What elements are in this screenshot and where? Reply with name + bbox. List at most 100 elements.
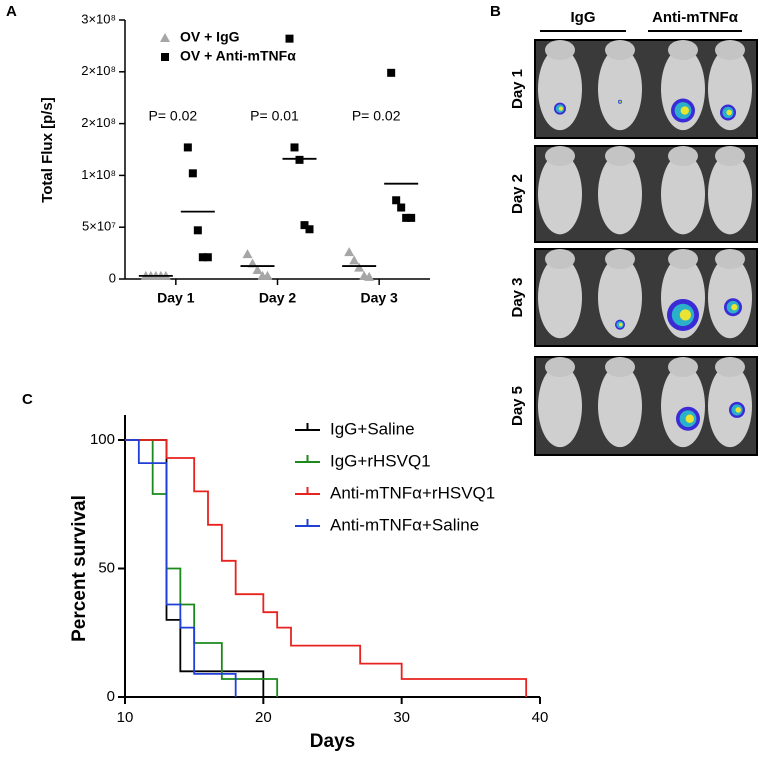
mouse-head <box>668 40 698 60</box>
mouse-image <box>534 39 758 139</box>
mouse-body <box>538 47 582 131</box>
legend-label: IgG+rHSVQ1 <box>330 451 431 470</box>
mouse-head <box>715 249 745 269</box>
legend-symbol <box>160 33 170 42</box>
y-tick-label: 1×10⁸ <box>81 167 116 182</box>
square-point <box>397 203 406 212</box>
mouse-head <box>545 249 575 269</box>
mouse-head <box>605 146 635 166</box>
mouse-body <box>538 364 582 448</box>
square-point <box>295 155 304 164</box>
square-point <box>407 213 416 222</box>
x-tick-label: Day 1 <box>157 290 195 306</box>
panel-label: A <box>6 3 17 20</box>
mouse-body <box>598 256 642 339</box>
mouse-body <box>708 47 752 131</box>
survival-curve <box>125 439 279 697</box>
y-tick-label: 2×10⁸ <box>81 63 116 78</box>
triangle-point <box>242 249 253 259</box>
survival-curve <box>125 439 237 697</box>
signal-inner <box>680 106 689 115</box>
square-point <box>402 213 411 222</box>
row-label: Day 3 <box>509 277 526 317</box>
triangle-point <box>364 271 375 281</box>
p-value: P= 0.01 <box>250 108 299 124</box>
x-axis-label: Days <box>310 731 355 752</box>
square-point <box>290 143 299 152</box>
y-tick-label: 2×10⁸ <box>81 115 116 130</box>
legend-label: Anti-mTNFα+Saline <box>330 515 479 534</box>
signal-inner <box>685 414 694 423</box>
legend-label: Anti-mTNFα+rHSVQ1 <box>330 483 495 502</box>
y-tick-label: 100 <box>90 431 115 448</box>
triangle-point <box>262 270 273 280</box>
triangle-point <box>344 247 355 257</box>
column-header: IgG <box>571 9 596 26</box>
panel-label: C <box>22 391 33 408</box>
mouse-head <box>715 357 745 377</box>
p-value: P= 0.02 <box>352 108 401 124</box>
signal-inner <box>735 407 741 413</box>
signal-inner <box>619 322 623 327</box>
mouse-body <box>598 364 642 448</box>
x-tick-label: 30 <box>393 709 410 726</box>
x-tick-label: 40 <box>532 709 549 726</box>
mouse-head <box>715 40 745 60</box>
legend-symbol <box>161 53 169 61</box>
survival-curve <box>125 439 528 697</box>
mouse-head <box>545 146 575 166</box>
mouse-body <box>598 47 642 131</box>
triangle-point <box>349 255 360 265</box>
y-axis-label: Total Flux [p/s] <box>39 97 56 203</box>
mouse-head <box>545 40 575 60</box>
row-label: Day 2 <box>509 174 526 214</box>
y-tick-label: 0 <box>107 688 115 705</box>
mouse-body <box>538 256 582 339</box>
mouse-image <box>534 356 758 456</box>
column-header: Anti-mTNFα <box>652 9 739 26</box>
square-point <box>285 34 294 43</box>
y-tick-label: 50 <box>98 559 115 576</box>
legend-label: IgG+Saline <box>330 419 415 438</box>
square-point <box>305 225 314 234</box>
mouse-image <box>534 145 758 275</box>
square-point <box>183 143 192 152</box>
mouse-body <box>708 256 752 339</box>
signal-inner <box>619 101 621 103</box>
y-tick-label: 0 <box>109 270 116 285</box>
square-point <box>387 68 396 77</box>
triangle-point <box>354 262 365 272</box>
square-point <box>193 226 202 235</box>
signal-inner <box>679 309 692 321</box>
mouse-head <box>668 146 698 166</box>
x-tick-label: 10 <box>117 709 134 726</box>
mouse-body <box>661 153 705 235</box>
mouse-body <box>598 153 642 235</box>
triangle-point <box>252 264 263 274</box>
square-point <box>198 253 207 262</box>
mouse-body <box>661 364 705 448</box>
p-value: P= 0.02 <box>149 108 198 124</box>
square-point <box>203 253 212 262</box>
mouse-head <box>715 146 745 166</box>
mouse-body <box>708 153 752 235</box>
mouse-head <box>668 249 698 269</box>
square-point <box>392 196 401 205</box>
legend-label: OV + Anti-mTNFα <box>180 48 296 64</box>
legend-label: OV + IgG <box>180 29 240 45</box>
square-point <box>188 169 197 178</box>
signal-inner <box>726 109 732 116</box>
mouse-head <box>668 357 698 377</box>
signal-inner <box>731 304 738 311</box>
y-tick-label: 3×10⁸ <box>81 11 116 26</box>
mouse-body <box>708 364 752 448</box>
mouse-image <box>534 248 758 347</box>
mouse-head <box>605 357 635 377</box>
row-label: Day 1 <box>509 69 526 109</box>
mouse-body <box>538 153 582 235</box>
mouse-head <box>605 40 635 60</box>
panel-label: B <box>490 3 501 20</box>
mouse-head <box>605 249 635 269</box>
